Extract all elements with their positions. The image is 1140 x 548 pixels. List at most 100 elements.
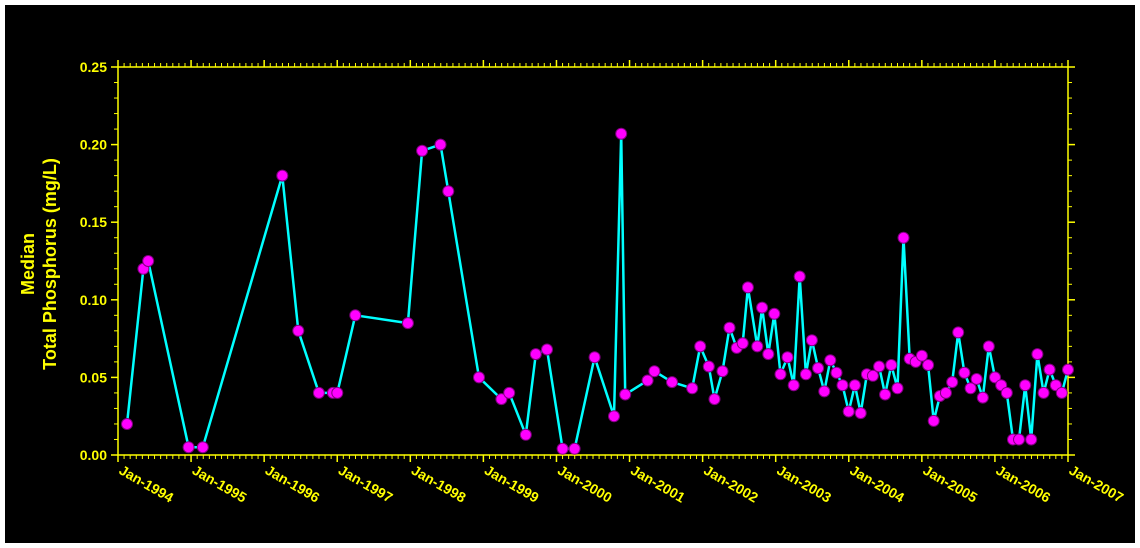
x-tick-label: Jan-2003 [774,462,834,506]
x-tick-label: Jan-1995 [190,462,250,506]
data-point [830,366,843,379]
data-points-layer [121,127,1074,455]
phosphorus-chart: Median Total Phosphorus (mg/L) 0.00 0.05 0… [18,59,1127,506]
data-point [615,127,628,140]
data-point [1055,386,1068,399]
data-point [702,360,715,373]
data-point [818,385,831,398]
data-point [495,393,508,406]
data-point [588,351,601,364]
data-point [989,371,1001,384]
data-point [608,410,620,423]
data-point [1062,363,1074,376]
data-point [897,231,910,244]
y-axis-title-line-1: Median [18,233,38,295]
x-tick-label: Jan-1994 [117,462,177,506]
data-point [927,414,940,427]
data-point [922,359,935,371]
data-point [939,386,952,399]
data-point [121,418,133,430]
data-point [879,388,892,401]
data-point [292,324,305,337]
data-point [774,368,787,381]
data-point [312,386,325,399]
data-point [349,309,362,322]
x-tick-label: Jan-2004 [847,462,907,506]
data-point [182,441,195,454]
x-tick-label: Jan-2000 [555,462,615,506]
x-tick-label: Jan-2007 [1067,462,1127,506]
data-point [812,362,825,375]
data-point [873,360,886,373]
data-point [982,340,995,353]
data-point [416,144,429,157]
data-point [401,317,414,330]
data-point [915,349,928,362]
data-point [1019,379,1032,392]
data-point [805,334,818,347]
data-point [768,307,781,320]
data-point [716,365,729,378]
series-line-layer [125,132,1070,451]
data-point [276,169,289,182]
y-tick-label: 0.25 [80,59,107,75]
data-point [541,343,553,356]
x-tick-label: Jan-1996 [263,462,323,506]
y-tick-label: 0.00 [80,447,107,463]
data-point [787,379,800,392]
data-point [842,405,855,418]
series-line [125,132,1070,451]
y-tick-label: 0.05 [80,369,107,385]
data-point [781,351,794,364]
data-point [568,442,581,455]
data-point [1013,433,1025,446]
data-point [708,393,721,406]
data-point [196,441,209,454]
data-point [891,382,904,395]
data-point [519,428,532,441]
data-point [1031,348,1044,361]
data-point [854,407,867,420]
data-point [756,301,769,314]
plot-frame [117,66,1069,456]
y-tick-label: 0.10 [80,292,107,308]
data-point [686,382,699,395]
data-point [1037,386,1050,399]
data-point [434,138,447,151]
x-tick-label: Jan-2006 [993,462,1053,506]
x-tick-label: Jan-1999 [482,462,542,506]
data-point [1000,386,1013,399]
data-point [736,337,749,350]
x-tick-label: Jan-1997 [336,462,396,506]
data-point [648,365,661,378]
data-point [619,388,632,401]
data-point [824,354,837,367]
data-point [666,376,678,389]
data-point [793,270,806,283]
data-point [866,369,879,382]
data-point [946,376,959,389]
data-point [885,359,898,371]
y-axis-title-line-2: Total Phosphorus (mg/L) [40,158,60,370]
data-point [694,340,707,353]
data-point [970,373,983,385]
data-point [1043,363,1056,376]
data-point [848,379,861,392]
data-point [503,386,516,399]
axes: 0.00 0.05 0.10 0.15 0.20 0.25 Jan-1994 Jan-1995… [80,59,1127,506]
chart-panel: Median Total Phosphorus (mg/L) 0.00 0.05 0… [5,5,1135,543]
data-point [958,366,971,379]
data-point [964,382,977,395]
data-point [1025,433,1038,446]
data-point [723,321,736,334]
data-point [473,371,485,384]
data-point [331,386,344,399]
data-point [799,368,812,381]
data-point [442,185,455,198]
x-tick-label: Jan-2001 [628,462,688,506]
y-tick-label: 0.20 [80,137,107,153]
data-point [952,326,965,339]
data-point [556,442,569,455]
x-tick-label: Jan-2002 [701,462,761,506]
data-point [529,348,542,361]
